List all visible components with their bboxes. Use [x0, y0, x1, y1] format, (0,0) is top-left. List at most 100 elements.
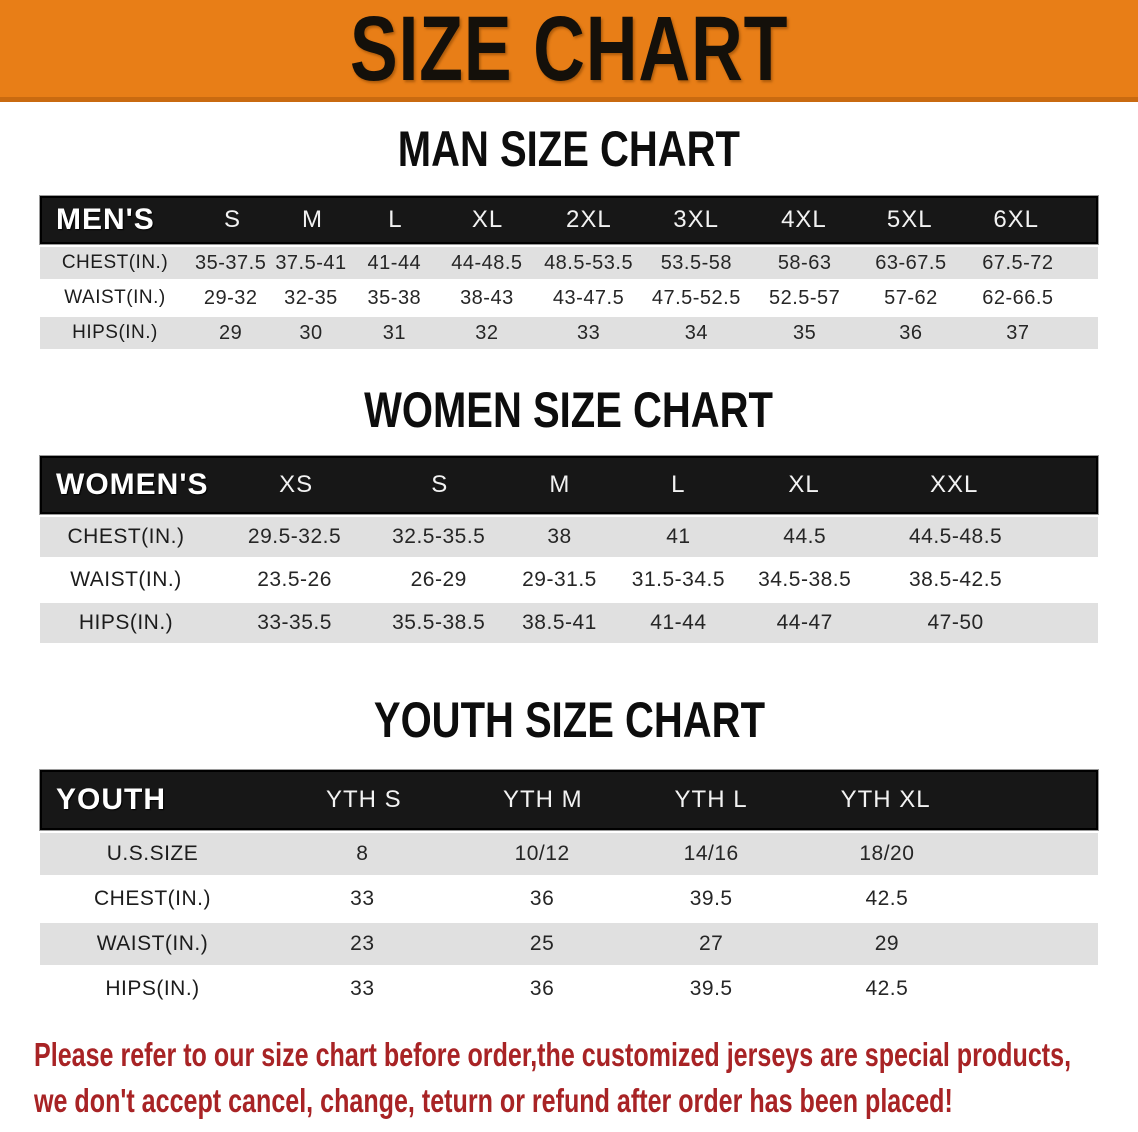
men-value-cell: 52.5-57: [768, 286, 841, 309]
women-table-row-hips: HIPS(IN.) 33-35.5 35.5-38.5 38.5-41 41-44 44-…: [40, 603, 1098, 643]
women-value-cell: 35.5-38.5: [392, 611, 486, 634]
men-value-cell: 43-47.5: [552, 286, 625, 309]
women-value-cell: 38.5-42.5: [908, 568, 1003, 591]
men-value-cell: 34: [684, 321, 708, 344]
women-section-title-text: WOMEN SIZE CHART: [364, 382, 774, 438]
men-table-row-waist: WAIST(IN.) 29-32 32-35 35-38 38-43 43-47.5 47.…: [40, 282, 1098, 314]
men-value-cell: 32: [475, 321, 499, 344]
disclaimer-line-2: we don't accept cancel, change, teturn o…: [34, 1082, 953, 1119]
youth-row-label: HIPS(IN.): [105, 977, 200, 1000]
women-value-cell: 34.5-38.5: [758, 568, 852, 591]
men-value-cell: 47.5-52.5: [651, 286, 741, 309]
men-row-label: HIPS(IN.): [72, 322, 158, 343]
men-size-column-4xl: 4XL: [781, 206, 827, 233]
women-value-cell: 41: [666, 525, 691, 548]
youth-section-title-text: YOUTH SIZE CHART: [373, 692, 765, 748]
youth-value-cell: 42.5: [865, 887, 909, 910]
youth-table-row-chest: CHEST(IN.) 33 36 39.5 42.5: [40, 878, 1098, 920]
women-size-table: WOMEN'S XS S M L XL XXL CHEST(IN.) 29.5-32.5 32.5…: [40, 456, 1098, 643]
youth-value-cell: 27: [699, 932, 724, 955]
youth-size-column-yth-m: YTH M: [502, 786, 583, 813]
banner-title: SIZE CHART: [349, 0, 789, 100]
men-group-label: MEN'S: [56, 203, 155, 236]
men-row-label: CHEST(IN.): [61, 252, 169, 273]
women-table-header: WOMEN'S XS S M L XL XXL: [40, 456, 1098, 514]
men-table-row-chest: CHEST(IN.) 35-37.5 37.5-41 41-44 44-48.5 48.5…: [40, 247, 1098, 279]
youth-value-cell: 14/16: [683, 842, 739, 865]
men-size-column-l: L: [388, 206, 403, 233]
men-value-cell: 44-48.5: [451, 251, 523, 274]
men-size-column-2xl: 2XL: [565, 206, 612, 233]
women-value-cell: 44.5-48.5: [908, 525, 1003, 548]
women-table-row-chest: CHEST(IN.) 29.5-32.5 32.5-35.5 38 41 44.5 44.5…: [40, 517, 1098, 557]
youth-value-cell: 18/20: [859, 842, 915, 865]
men-value-cell: 67.5-72: [982, 251, 1054, 274]
women-size-column-xxl: XXL: [929, 471, 979, 498]
women-value-cell: 23.5-26: [257, 568, 332, 591]
men-value-cell: 53.5-58: [660, 251, 733, 274]
men-value-cell: 32-35: [284, 286, 338, 309]
women-value-cell: 38.5-41: [522, 611, 597, 634]
youth-size-column-yth-s: YTH S: [326, 786, 402, 813]
men-value-cell: 35-38: [367, 286, 422, 309]
youth-value-cell: 23: [350, 932, 375, 955]
men-size-column-5xl: 5XL: [886, 206, 933, 233]
women-size-column-xs: XS: [279, 471, 314, 498]
women-value-cell: 31.5-34.5: [631, 568, 726, 591]
youth-row-label: WAIST(IN.): [96, 932, 209, 955]
youth-table-header: YOUTH YTH S YTH M YTH L YTH XL: [40, 770, 1098, 830]
men-value-cell: 58-63: [777, 251, 832, 274]
women-value-cell: 44-47: [776, 611, 833, 634]
men-value-cell: 37: [1006, 321, 1030, 344]
youth-table-row-waist: WAIST(IN.) 23 25 27 29: [40, 923, 1098, 965]
youth-value-cell: 36: [529, 887, 555, 910]
men-table-header: MEN'S S M L XL 2XL 3XL 4XL 5XL 6XL: [40, 196, 1098, 244]
men-value-cell: 31: [382, 321, 406, 344]
men-value-cell: 35-37.5: [195, 251, 267, 274]
women-size-column-xl: XL: [788, 471, 820, 498]
men-value-cell: 37.5-41: [275, 251, 347, 274]
men-size-column-3xl: 3XL: [673, 206, 719, 233]
men-size-table: MEN'S S M L XL 2XL 3XL 4XL 5XL 6XL CHEST(IN.) 35-37…: [40, 196, 1098, 349]
youth-value-cell: 8: [356, 842, 369, 865]
youth-row-label: CHEST(IN.): [94, 887, 211, 910]
youth-value-cell: 25: [529, 932, 555, 955]
disclaimer: Please refer to our size chart before or…: [0, 1032, 1138, 1124]
men-size-column-m: M: [301, 206, 323, 233]
youth-row-label: U.S.SIZE: [106, 842, 199, 865]
youth-value-cell: 39.5: [689, 887, 733, 910]
women-value-cell: 38: [547, 525, 572, 548]
youth-size-table: YOUTH YTH S YTH M YTH L YTH XL U.S.SIZE 8 10/12…: [40, 770, 1098, 1010]
men-value-cell: 41-44: [367, 251, 422, 274]
women-size-column-m: M: [549, 471, 571, 498]
men-table-row-hips: HIPS(IN.) 29 30 31 32 33 34 35 36 37: [40, 317, 1098, 349]
women-value-cell: 41-44: [650, 611, 707, 634]
women-value-cell: 47-50: [927, 611, 984, 634]
men-value-cell: 36: [899, 321, 923, 344]
men-value-cell: 33: [576, 321, 601, 344]
women-size-column-l: L: [671, 471, 686, 498]
men-value-cell: 35: [793, 321, 817, 344]
youth-group-label: YOUTH: [56, 783, 166, 816]
men-value-cell: 48.5-53.5: [544, 251, 634, 274]
women-value-cell: 33-35.5: [257, 611, 332, 634]
men-value-cell: 29: [219, 321, 243, 344]
men-value-cell: 63-67.5: [875, 251, 947, 274]
men-row-label: WAIST(IN.): [64, 287, 166, 308]
youth-size-column-yth-l: YTH L: [674, 786, 748, 813]
youth-value-cell: 36: [529, 977, 555, 1000]
men-value-cell: 29-32: [203, 286, 258, 309]
women-row-label: HIPS(IN.): [78, 611, 174, 634]
youth-value-cell: 39.5: [689, 977, 733, 1000]
youth-table-row-ussize: U.S.SIZE 8 10/12 14/16 18/20: [40, 833, 1098, 875]
women-size-column-s: S: [431, 471, 449, 498]
men-value-cell: 38-43: [460, 286, 514, 309]
youth-value-cell: 42.5: [865, 977, 909, 1000]
youth-value-cell: 10/12: [514, 842, 570, 865]
women-value-cell: 44.5: [783, 525, 827, 548]
men-size-column-s: S: [223, 206, 241, 233]
men-size-column-6xl: 6XL: [993, 206, 1040, 233]
women-value-cell: 29-31.5: [522, 568, 597, 591]
men-section-title: MAN SIZE CHART: [0, 124, 1138, 174]
disclaimer-line-1: Please refer to our size chart before or…: [34, 1036, 1072, 1073]
